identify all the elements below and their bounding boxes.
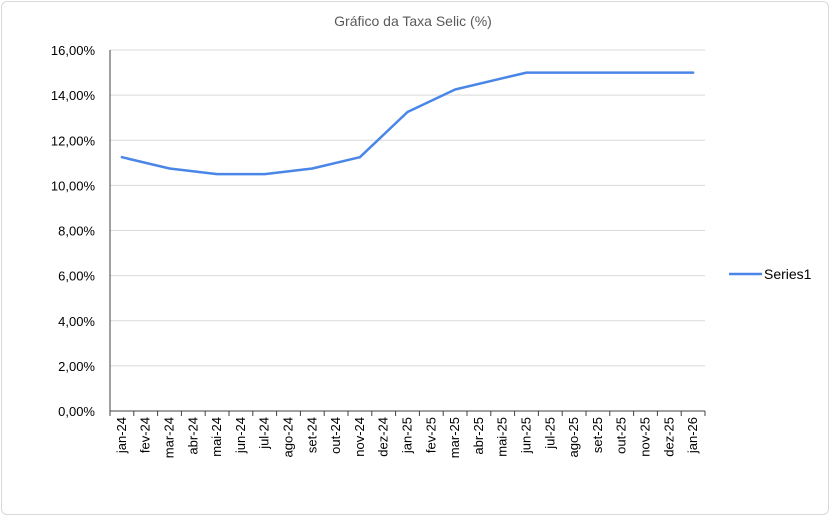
x-axis-tick-labels: jan-24 fev-24 mar-24 abr-24 mai-24 jun-24 jul-… [114, 417, 700, 458]
x-tick-label: abr-25 [471, 417, 486, 455]
y-tick-label: 6,00% [58, 269, 95, 284]
series-line [120, 71, 695, 176]
x-tick-label: ago-25 [566, 417, 581, 457]
x-tick-label: dez-25 [661, 417, 676, 457]
x-tick-label: mai-24 [209, 417, 224, 457]
x-tick-label: set-25 [590, 417, 605, 453]
y-tick-label: 10,00% [51, 178, 96, 193]
gridlines [110, 49, 705, 367]
legend: Series1 [729, 266, 812, 282]
chart-title: Gráfico da Taxa Selic (%) [334, 13, 492, 29]
axes [109, 50, 706, 416]
y-tick-label: 16,00% [51, 43, 96, 58]
x-tick-label: mar-25 [447, 417, 462, 458]
x-tick-label: out-25 [614, 417, 629, 454]
y-tick-label: 8,00% [58, 224, 95, 239]
y-axis-tick-labels: 0,00% 2,00% 4,00% 6,00% 8,00% 10,00% 12,00% 14,… [51, 43, 96, 419]
series-layer [120, 71, 695, 176]
x-tick-label: out-24 [328, 417, 343, 454]
y-tick-label: 12,00% [51, 133, 96, 148]
x-tick-label: jan-26 [685, 417, 700, 454]
y-tick-label: 2,00% [58, 359, 95, 374]
x-tick-label: abr-24 [185, 417, 200, 455]
x-tick-label: nov-25 [638, 417, 653, 457]
x-tick-label: jul-24 [257, 417, 272, 450]
x-tick-label: mar-24 [162, 417, 177, 458]
x-tick-label: jan-24 [114, 417, 129, 454]
x-tick-label: nov-24 [352, 417, 367, 457]
x-tick-label: jul-25 [542, 417, 557, 450]
x-tick-label: ago-24 [281, 417, 296, 457]
y-tick-label: 4,00% [58, 314, 95, 329]
x-tick-label: jun-24 [233, 417, 248, 454]
x-tick-label: dez-24 [376, 417, 391, 457]
y-tick-label: 14,00% [51, 88, 96, 103]
x-tick-label: jun-25 [519, 417, 534, 454]
legend-label: Series1 [764, 266, 812, 282]
x-tick-label: fev-25 [423, 417, 438, 453]
x-tick-label: set-24 [304, 417, 319, 453]
x-tick-label: jan-25 [400, 417, 415, 454]
x-tick-label: mai-25 [495, 417, 510, 457]
y-tick-label: 0,00% [58, 404, 95, 419]
x-tick-label: fev-24 [138, 417, 153, 453]
